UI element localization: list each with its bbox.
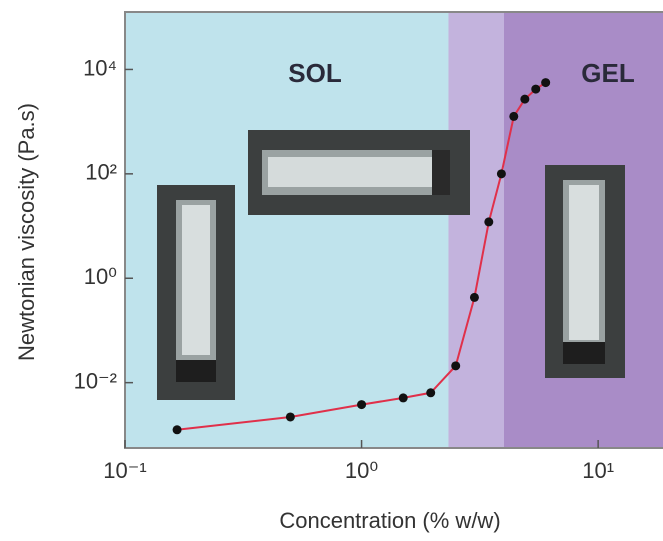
x-axis-label: Concentration (% w/w)	[279, 508, 500, 533]
vial	[182, 205, 210, 355]
x-tick-label: 10⁰	[345, 458, 378, 483]
x-tick-label: 10⁻¹	[103, 458, 146, 483]
data-point	[173, 425, 182, 434]
data-point	[426, 388, 435, 397]
y-tick-label: 10⁴	[83, 55, 117, 80]
data-point	[484, 217, 493, 226]
data-point	[451, 361, 460, 370]
data-point	[531, 85, 540, 94]
vial	[563, 342, 605, 364]
data-point	[399, 393, 408, 402]
x-tick-label: 10¹	[582, 458, 614, 483]
data-point	[286, 412, 295, 421]
y-tick-label: 10²	[85, 160, 117, 185]
chart: SOL GEL Concentration (% w/w) Newtonian v…	[0, 0, 663, 541]
data-point	[509, 112, 518, 121]
data-point	[520, 95, 529, 104]
y-tick-label: 10⁻²	[74, 368, 117, 393]
vial	[569, 185, 599, 340]
region-label: SOL	[288, 58, 342, 88]
region	[448, 12, 504, 448]
data-point	[357, 400, 366, 409]
region-label: GEL	[581, 58, 635, 88]
vial	[268, 157, 433, 187]
vial	[176, 360, 216, 382]
y-tick-label: 10⁰	[84, 264, 117, 289]
vial	[432, 150, 450, 195]
data-point	[497, 169, 506, 178]
data-point	[541, 78, 550, 87]
y-axis-label: Newtonian viscosity (Pa.s)	[14, 103, 39, 361]
data-point	[470, 293, 479, 302]
